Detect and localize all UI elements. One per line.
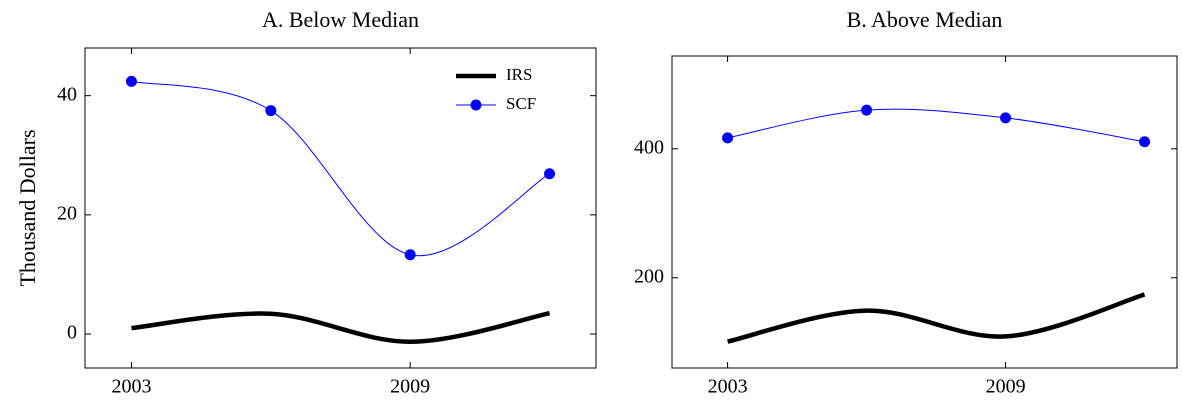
line bbox=[131, 80, 550, 257]
point bbox=[404, 249, 416, 261]
y-tick-label: 40 bbox=[57, 83, 77, 105]
y-axis-label: Thousand Dollars bbox=[15, 129, 40, 286]
line bbox=[131, 310, 550, 345]
point bbox=[125, 75, 137, 87]
point bbox=[861, 104, 873, 116]
legend-label: IRS bbox=[506, 65, 532, 84]
plot-frame bbox=[671, 55, 1178, 369]
y-tick-label: 20 bbox=[57, 202, 77, 224]
x-tick-label: 2009 bbox=[390, 376, 430, 398]
line bbox=[727, 108, 1145, 143]
y-tick-label: 200 bbox=[634, 265, 664, 287]
point bbox=[722, 132, 734, 144]
point bbox=[544, 168, 556, 180]
point bbox=[1000, 112, 1012, 124]
point bbox=[265, 105, 277, 117]
x-tick-label: 2009 bbox=[986, 376, 1026, 398]
legend-label: SCF bbox=[506, 94, 536, 113]
y-tick-label: 400 bbox=[634, 136, 664, 158]
legend-marker bbox=[470, 99, 482, 111]
plot-frame bbox=[84, 47, 597, 369]
x-tick-label: 2003 bbox=[111, 376, 151, 398]
chart-title: B. Above Median bbox=[847, 7, 1003, 32]
x-tick-label: 2003 bbox=[708, 376, 748, 398]
line bbox=[727, 292, 1146, 344]
chart-title: A. Below Median bbox=[262, 7, 419, 32]
y-tick-label: 0 bbox=[67, 322, 77, 344]
point bbox=[1139, 136, 1151, 148]
